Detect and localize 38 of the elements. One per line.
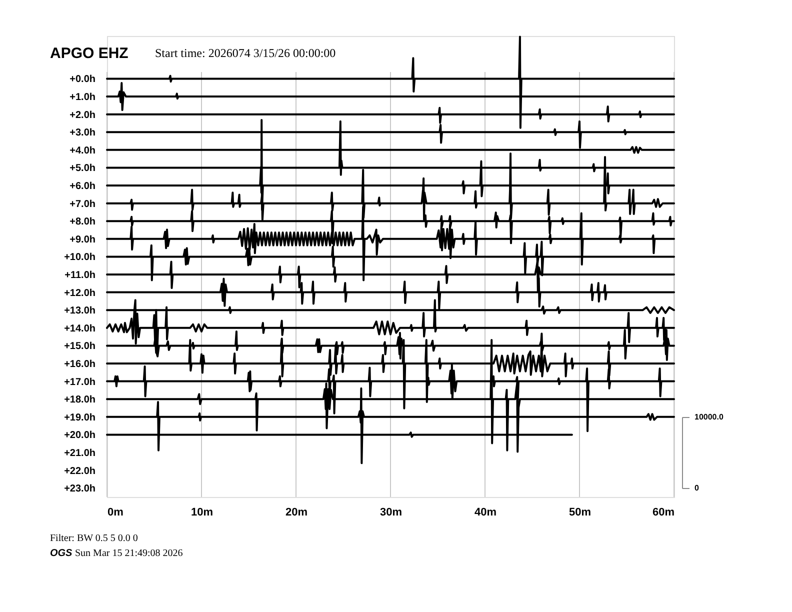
y-tick-label: +4.0h bbox=[70, 145, 96, 156]
y-tick-label: +20.0h bbox=[64, 430, 96, 442]
y-tick-label: +8.0h bbox=[70, 216, 96, 228]
y-tick-label: +12.0h bbox=[64, 288, 96, 299]
text: Filter: BW 0.5 5 0.0 0 bbox=[50, 533, 138, 544]
y-tick-label: +22.0h bbox=[64, 466, 96, 477]
text: Sun Mar 15 21:49:08 2026 bbox=[75, 548, 183, 559]
y2-tick-label: 10000.0 bbox=[694, 412, 724, 422]
y-tick-label: +2.0h bbox=[70, 110, 96, 121]
x-tick-label: 60m bbox=[652, 506, 675, 518]
text: Start time: 2026074 3/15/26 00:00:00 bbox=[155, 46, 336, 60]
y-tick-label: +6.0h bbox=[70, 181, 96, 192]
y-tick-label: +21.0h bbox=[64, 448, 96, 459]
x-tick-label: 10m bbox=[190, 506, 214, 518]
y-tick-label: +1.0h bbox=[70, 92, 96, 104]
y-tick-label: +10.0h bbox=[64, 252, 96, 264]
y-tick-label: +11.0h bbox=[64, 270, 96, 282]
y-tick-label: +17.0h bbox=[64, 376, 96, 388]
x-tick-label: 30m bbox=[380, 506, 402, 518]
x-tick-label: 50m bbox=[568, 506, 592, 518]
y-tick-label: +3.0h bbox=[70, 128, 96, 139]
y-tick-label: +0.0h bbox=[70, 74, 96, 86]
x-tick-label: 20m bbox=[285, 506, 308, 518]
y-tick-label: +23.0h bbox=[64, 484, 96, 495]
y-tick-label: +9.0h bbox=[70, 234, 96, 246]
x-tick-label: 0m bbox=[108, 506, 124, 518]
y-tick-label: +16.0h bbox=[64, 359, 96, 370]
y-tick-label: +15.0h bbox=[64, 341, 96, 352]
x-tick-label: 40m bbox=[474, 506, 497, 518]
y2-tick-label: 0 bbox=[694, 484, 700, 493]
text: OGS bbox=[50, 548, 73, 559]
y-tick-label: +18.0h bbox=[64, 394, 96, 406]
y-tick-label: +13.0h bbox=[64, 306, 96, 317]
y-tick-label: +5.0h bbox=[70, 163, 96, 174]
y-tick-label: +14.0h bbox=[64, 323, 96, 334]
y-tick-label: +7.0h bbox=[70, 198, 96, 210]
y-tick-label: +19.0h bbox=[64, 412, 96, 424]
text: APGO EHZ bbox=[50, 45, 128, 62]
